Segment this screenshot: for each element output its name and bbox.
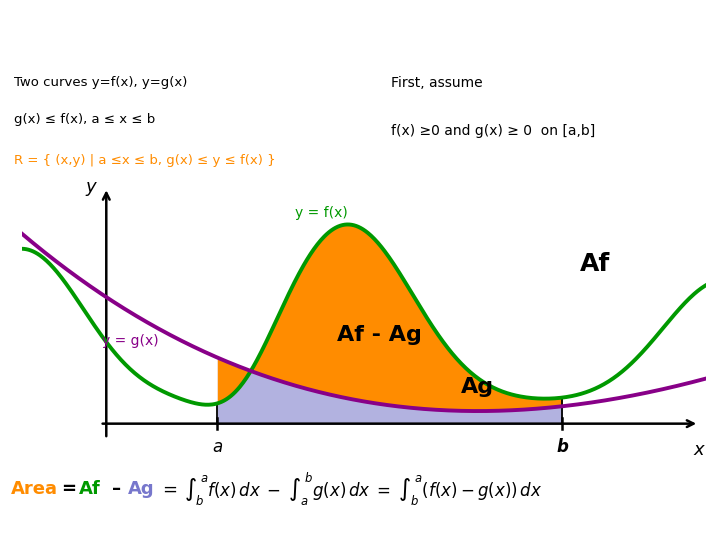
Text: First, assume: First, assume: [392, 76, 483, 90]
Text: Ag: Ag: [461, 377, 494, 397]
Text: Af: Af: [580, 252, 610, 276]
Text: –: –: [112, 481, 121, 498]
Text: 5.1   Area between two curves: 5.1 Area between two curves: [22, 23, 642, 57]
Text: Ag: Ag: [128, 481, 155, 498]
Text: b: b: [557, 438, 568, 456]
Text: Af - Ag: Af - Ag: [338, 325, 423, 345]
Text: y = f(x): y = f(x): [295, 206, 348, 220]
Text: x: x: [694, 441, 704, 458]
Text: Af: Af: [79, 481, 101, 498]
Text: Area: Area: [11, 481, 58, 498]
Text: Two curves y=f(x), y=g(x): Two curves y=f(x), y=g(x): [14, 76, 187, 89]
Text: y: y: [86, 178, 96, 197]
Text: y = g(x): y = g(x): [102, 334, 158, 348]
Text: f(x) ≥0 and g(x) ≥ 0  on [a,b]: f(x) ≥0 and g(x) ≥ 0 on [a,b]: [392, 124, 595, 138]
Text: =: =: [162, 481, 177, 498]
Text: =: =: [61, 481, 76, 498]
Text: a: a: [212, 438, 222, 456]
Text: R = { (x,y) | a ≤x ≤ b, g(x) ≤ y ≤ f(x) }: R = { (x,y) | a ≤x ≤ b, g(x) ≤ y ≤ f(x) …: [14, 154, 276, 167]
Text: $\int_b^{\,a} f(x)\,dx$$\;-\;$$\int_a^{\,b} g(x)\,dx$$\;=\;$$\int_b^{\,a} (f(x)-: $\int_b^{\,a} f(x)\,dx$$\;-\;$$\int_a^{\…: [184, 471, 542, 508]
Text: g(x) ≤ f(x), a ≤ x ≤ b: g(x) ≤ f(x), a ≤ x ≤ b: [14, 113, 156, 126]
